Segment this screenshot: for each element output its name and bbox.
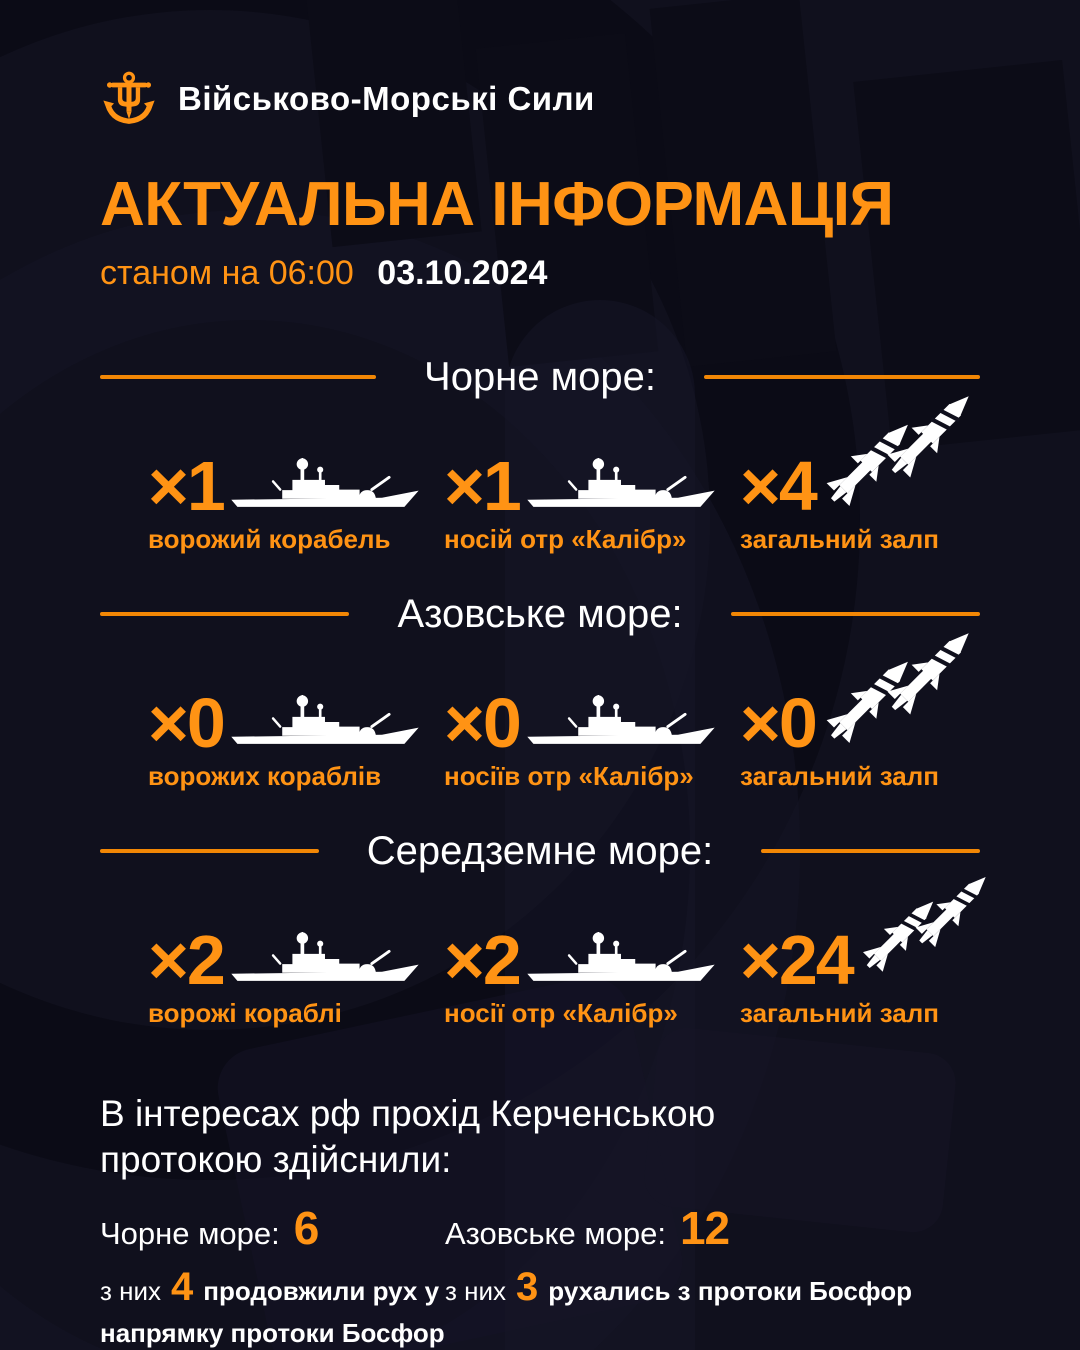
stat-count: ×1 [444,447,522,526]
kerch-black-sea: Чорне море: 6 з них 4 продовжили рух у нап… [100,1201,445,1350]
section-header-azov-sea: Азовське море: [100,591,980,637]
stat-enemy-ships: ×0 ворожих кораблів [148,657,444,792]
stats-row-azov-sea: ×0 ворожих кораблів ×0 носіїв отр «Каліб… [148,657,980,792]
kerch-total-count: 12 [679,1202,730,1255]
kerch-detail-prefix: з них [445,1276,507,1307]
stat-count: ×4 [740,447,818,526]
navy-anchor-trident-icon [100,68,158,130]
kerch-detail-count: 3 [516,1265,539,1310]
stat-label: носії отр «Калібр» [444,997,678,1028]
section-title: Середземне море: [366,828,714,873]
divider-line [761,848,980,853]
stat-label: ворожих кораблів [148,760,382,791]
stat-label: носіїв отр «Калібр» [444,760,694,791]
warship-icon [525,931,716,983]
stat-count: ×0 [148,684,226,763]
kerch-detail-count: 4 [171,1265,194,1310]
kerch-detail: з них 3 рухались з протоки Босфор [445,1259,980,1315]
warship-icon [229,457,420,509]
brand-name: Військово-Морські Сили [178,80,595,117]
stat-label: ворожі кораблі [148,997,342,1028]
section-header-black-sea: Чорне море: [100,354,981,400]
timestamp: станом на 06:00 03.10.2024 [100,253,980,294]
missiles-icon [822,376,974,516]
page-title: АКТУАЛЬНА ІНФОРМАЦІЯ [100,170,894,239]
stat-label: загальний залп [740,760,939,791]
kerch-azov-sea: Азовське море: 12 з них 3 рухались з прото… [445,1201,980,1350]
kerch-heading: В інтересах рф прохід Керченською проток… [100,1092,716,1181]
missiles-icon [859,850,990,990]
stat-enemy-ships: ×1 ворожий корабель [148,420,444,555]
section-title: Азовське море: [397,591,683,636]
brand-header: Військово-Морські Сили [100,68,980,130]
section-header-mediterranean-sea: Середземне море: [100,828,980,874]
kerch-detail: з них 4 продовжили рух у напрямку протоки … [100,1259,445,1350]
stat-total-salvo: ×4 загальний залп [740,420,990,555]
kerch-stats-row: Чорне море: 6 з них 4 продовжили рух у нап… [100,1201,980,1350]
divider-line [100,611,350,616]
timestamp-date: 03.10.2024 [377,254,548,292]
stat-label: ворожий корабель [148,523,391,554]
kerch-sea-label: Чорне море: [100,1216,280,1252]
kerch-sea-label: Азовське море: [445,1216,666,1252]
stats-row-black-sea: ×1 ворожий корабель ×1 носій отр «Калібр… [148,420,980,555]
divider-line [703,374,981,379]
section-title: Чорне море: [424,354,656,399]
kerch-detail-text: рухались з протоки Босфор [548,1276,913,1307]
kerch-detail-text: продовжили рух у напрямку протоки Босфор [100,1276,445,1349]
stat-enemy-ships: ×2 ворожі кораблі [148,894,444,1029]
stat-count: ×24 [740,921,855,1000]
timestamp-label: станом на 06:00 [100,254,354,292]
stat-total-salvo: ×24 загальний залп [740,894,990,1029]
warship-icon [229,931,420,983]
stat-label: загальний залп [740,523,939,554]
stats-row-mediterranean-sea: ×2 ворожі кораблі ×2 носії отр «Калібр» … [148,894,980,1029]
stat-count: ×0 [740,684,818,763]
stat-count: ×2 [148,921,226,1000]
stat-count: ×1 [148,447,226,526]
divider-line [100,374,377,379]
stat-count: ×0 [444,684,522,763]
stat-label: загальний залп [740,997,939,1028]
missiles-icon [822,613,974,753]
stat-kalibr-carriers: ×0 носіїв отр «Калібр» [444,657,740,792]
stat-kalibr-carriers: ×2 носії отр «Калібр» [444,894,740,1029]
warship-icon [525,694,716,746]
divider-line [730,611,980,616]
stat-total-salvo: ×0 загальний залп [740,657,990,792]
stat-label: носій отр «Калібр» [444,523,687,554]
kerch-total-count: 6 [293,1202,320,1255]
warship-icon [229,694,420,746]
stat-kalibr-carriers: ×1 носій отр «Калібр» [444,420,740,555]
warship-icon [525,457,716,509]
kerch-detail-prefix: з них [100,1276,162,1307]
stat-count: ×2 [444,921,522,1000]
divider-line [100,848,319,853]
